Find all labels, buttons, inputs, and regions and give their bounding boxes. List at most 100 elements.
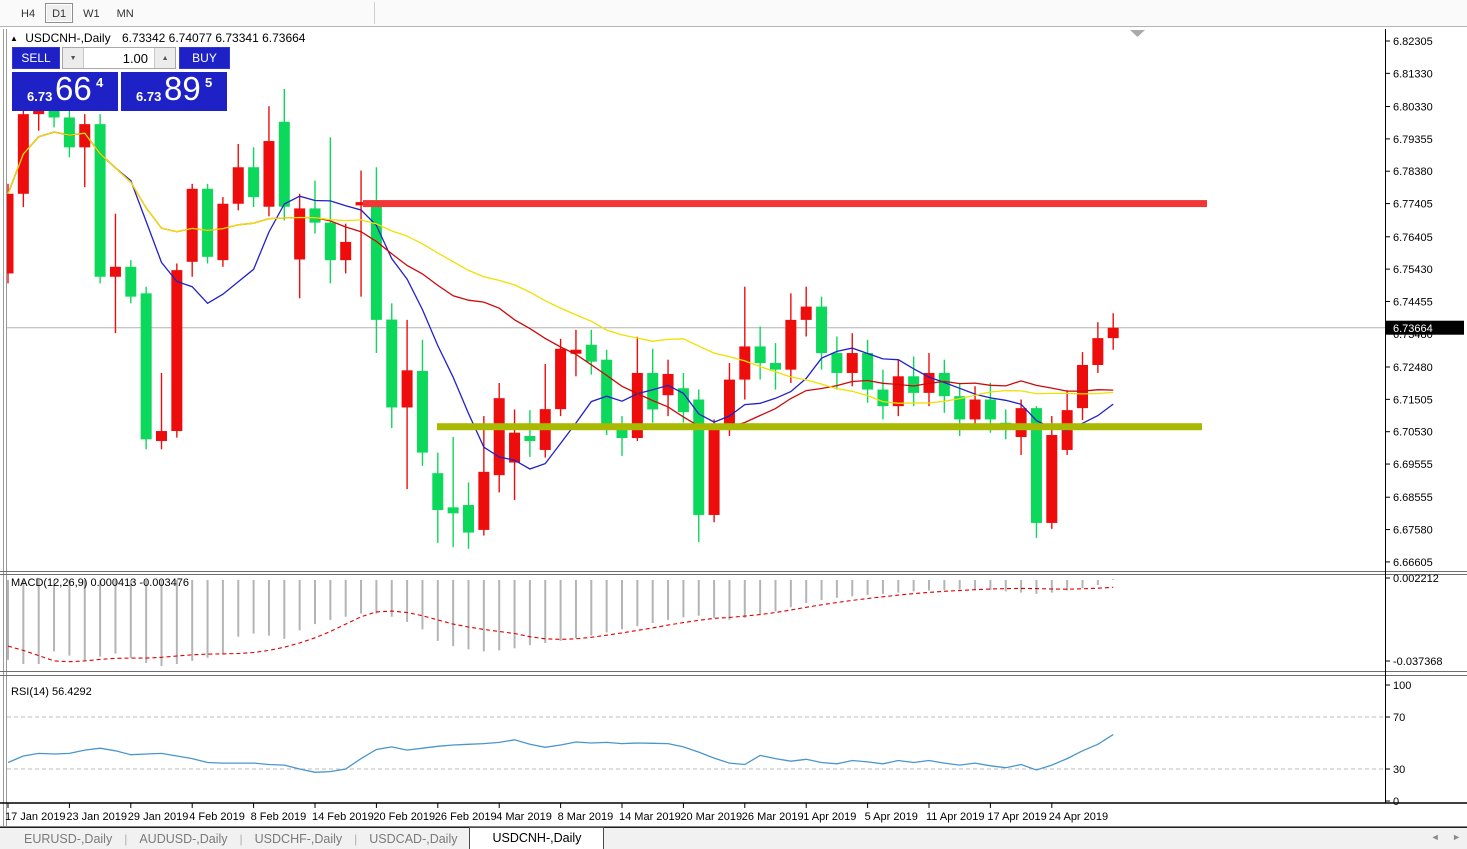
- tab-scroll-right-icon[interactable]: ►: [1452, 832, 1461, 842]
- chart-title: ▲ USDCNH-,Daily 6.73342 6.74077 6.73341 …: [10, 31, 305, 45]
- price-axis-label: 6.78380: [1393, 166, 1433, 178]
- timeframe-button-d1[interactable]: D1: [45, 3, 74, 23]
- candle: [601, 359, 613, 429]
- candle: [938, 372, 950, 397]
- tab-scroll-left-icon[interactable]: ◄: [1430, 832, 1440, 842]
- candle: [631, 372, 643, 438]
- candle: [324, 222, 336, 261]
- macd-histogram: [7, 579, 1115, 667]
- current-price-badge: [1386, 320, 1464, 335]
- chart-tab-usdcad[interactable]: USDCAD-,Daily: [369, 832, 458, 846]
- rsi-axis-label: 0: [1393, 796, 1399, 808]
- volume-input[interactable]: [84, 48, 155, 68]
- candle: [447, 507, 459, 514]
- date-axis-label: 4 Mar 2019: [496, 811, 552, 823]
- tab-separator: |: [124, 832, 128, 846]
- candle: [79, 124, 91, 148]
- chart-tab-audusd[interactable]: AUDUSD-,Daily: [139, 832, 228, 846]
- date-axis-label: 1 Apr 2019: [803, 811, 856, 823]
- candle: [831, 353, 843, 373]
- price-axis-label: 6.69555: [1393, 459, 1433, 471]
- candle: [1107, 327, 1119, 339]
- chart-tab-usdchf[interactable]: USDCHF-,Daily: [254, 832, 343, 846]
- candle: [370, 204, 382, 320]
- candle: [94, 124, 106, 277]
- candle: [816, 306, 828, 354]
- candle: [785, 319, 797, 370]
- chart-tab-usdcnh[interactable]: USDCNH-,Daily: [469, 827, 605, 849]
- candle: [846, 353, 858, 373]
- candle: [386, 319, 398, 408]
- chart-shift-marker-icon[interactable]: [1130, 30, 1145, 37]
- chart-tab-eurusd[interactable]: EURUSD-,Daily: [24, 832, 113, 846]
- rsi-axis-label: 100: [1393, 680, 1411, 692]
- date-axis-label: 11 Apr 2019: [926, 811, 985, 823]
- date-axis[interactable]: 17 Jan 2019 23 Jan 2019 29 Jan 2019 4 Feb 2…: [5, 803, 1108, 823]
- timeframe-toolbar: H4 D1 W1 MN: [0, 0, 1467, 27]
- candle: [478, 471, 490, 530]
- buy-price-button[interactable]: 6.73 89 5: [121, 70, 227, 111]
- symbol-marker-icon: ▲: [10, 34, 18, 43]
- candle: [1030, 408, 1042, 523]
- candle: [984, 399, 996, 420]
- price-axis-label: 6.66605: [1393, 557, 1433, 569]
- buy-price-prefix: 6.73: [136, 89, 162, 104]
- candle: [969, 399, 981, 420]
- timeframe-button-w1[interactable]: W1: [76, 3, 107, 23]
- chart-symbol-label: USDCNH-,Daily: [25, 31, 111, 45]
- support-line[interactable]: [437, 423, 1202, 431]
- candle: [263, 141, 275, 207]
- price-axis-label: 6.77405: [1393, 199, 1433, 211]
- sell-button[interactable]: SELL: [12, 47, 61, 69]
- price-axis-label: 6.74455: [1393, 296, 1433, 308]
- date-axis-label: 20 Mar 2019: [680, 811, 742, 823]
- main-price-panel[interactable]: [3, 84, 1386, 549]
- date-axis-label: 26 Mar 2019: [742, 811, 804, 823]
- candle: [1046, 435, 1058, 523]
- volume-stepper: ▼ ▲: [62, 47, 177, 69]
- candle: [416, 370, 428, 453]
- buy-price-big: 89: [164, 70, 201, 107]
- date-axis-label: 8 Feb 2019: [251, 811, 307, 823]
- candle: [908, 376, 920, 393]
- candle: [754, 346, 766, 364]
- one-click-trade-panel: SELL ▼ ▲ BUY 6.73 66 4 6.73 89 5: [12, 47, 230, 111]
- resistance-line[interactable]: [363, 200, 1207, 208]
- candle: [1015, 408, 1027, 438]
- rsi-label: RSI(14) 56.4292: [11, 686, 92, 698]
- price-axis-label: 6.68555: [1393, 492, 1433, 504]
- chevron-down-icon: ▼: [69, 54, 77, 62]
- candle: [432, 473, 444, 510]
- rsi-axis-label: 70: [1393, 712, 1405, 724]
- volume-increase-button[interactable]: ▲: [154, 48, 176, 68]
- buy-button[interactable]: BUY: [179, 47, 230, 69]
- candle: [217, 203, 229, 261]
- ma-fast-blue: [7, 131, 1114, 470]
- date-axis-label: 29 Jan 2019: [128, 811, 189, 823]
- candle: [140, 293, 152, 440]
- rsi-line: [7, 734, 1114, 773]
- candle: [524, 436, 536, 441]
- candle: [463, 505, 474, 533]
- price-axis-label: 6.76405: [1393, 232, 1433, 244]
- date-axis-label: 26 Feb 2019: [435, 811, 497, 823]
- sell-price-sup: 4: [96, 75, 104, 90]
- candle: [340, 241, 352, 261]
- timeframe-button-mn[interactable]: MN: [110, 3, 141, 23]
- candle: [662, 373, 674, 396]
- sell-price-prefix: 6.73: [27, 89, 53, 104]
- candle: [555, 348, 567, 410]
- macd-panel: MACD(12,26,9) 0.000413 -0.003476 0.002212…: [7, 573, 1443, 668]
- sell-price-button[interactable]: 6.73 66 4: [12, 70, 118, 111]
- candle: [693, 399, 705, 515]
- candle: [570, 349, 582, 354]
- timeframe-button-h4[interactable]: H4: [14, 3, 42, 23]
- date-axis-label: 23 Jan 2019: [66, 811, 127, 823]
- candle: [232, 167, 244, 204]
- price-axis-label: 6.75430: [1393, 264, 1433, 276]
- volume-decrease-button[interactable]: ▼: [63, 48, 85, 68]
- candle: [294, 208, 306, 260]
- price-axis-label: 6.72480: [1393, 362, 1433, 374]
